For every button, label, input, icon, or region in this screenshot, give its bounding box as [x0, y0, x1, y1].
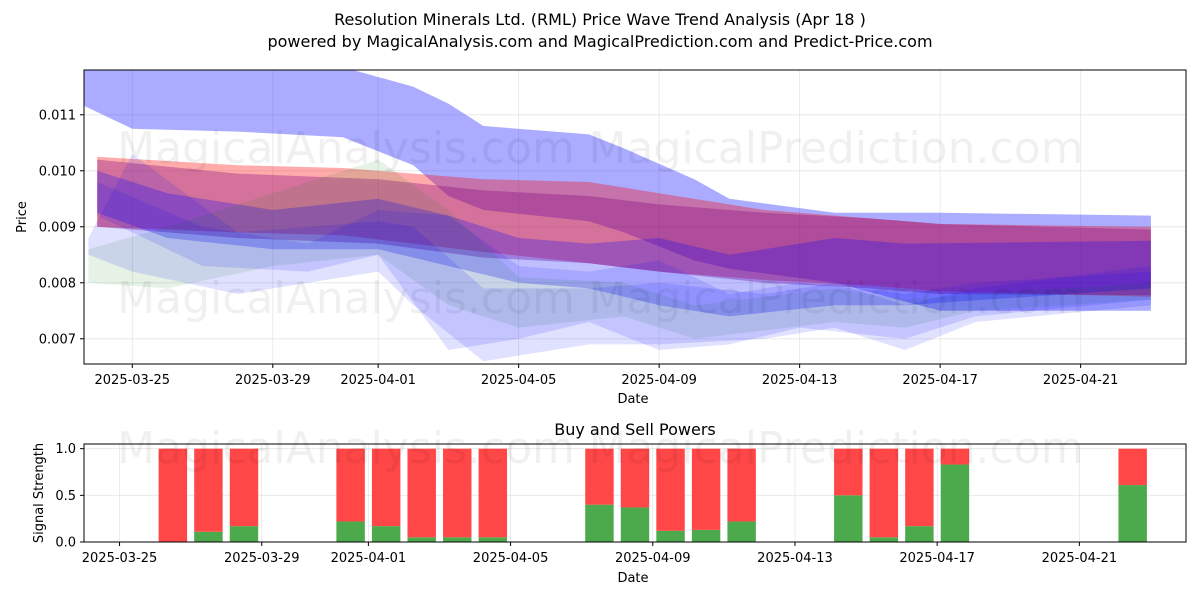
sell-bar: [478, 448, 508, 538]
price-x-tick-label: 2025-04-09: [621, 373, 697, 388]
buy-bar: [869, 537, 899, 542]
buy-bar: [834, 495, 863, 542]
price-y-tick-label: 0.007: [39, 332, 76, 347]
sell-bar: [869, 448, 899, 538]
buy-bar: [371, 526, 401, 542]
buy-bar: [585, 504, 614, 542]
price-axis-ticks: 2025-03-25 2025-03-29 2025-04-01 2025-04-05…: [39, 108, 1119, 388]
signal-x-tick-label: 2025-04-13: [757, 551, 833, 566]
buy-bar: [620, 507, 650, 542]
buy-bar: [905, 526, 934, 542]
sell-bar: [194, 448, 223, 532]
price-x-tick-label: 2025-04-13: [762, 373, 838, 388]
price-x-tick-label: 2025-04-01: [340, 373, 416, 388]
buy-bar: [940, 464, 970, 542]
figure-subtitle: powered by MagicalAnalysis.com and Magic…: [267, 32, 932, 51]
signal-x-tick-label: 2025-04-21: [1042, 551, 1118, 566]
sell-bar: [905, 448, 934, 527]
sell-bar: [656, 448, 685, 531]
sell-bar: [229, 448, 259, 527]
price-y-tick-label: 0.011: [39, 108, 76, 123]
watermark-layer: MagicalAnalysis.com MagicalPrediction.co…: [117, 123, 1083, 474]
sell-bar: [443, 448, 472, 538]
wave-band-deep-blue-wave: [97, 170, 1151, 317]
price-wave-bands: [84, 70, 1151, 362]
signal-axis-ticks: 2025-03-25 2025-03-29 2025-04-01 2025-04-05…: [55, 442, 1117, 566]
price-gridlines: [84, 70, 1186, 364]
watermark-prediction-middle: MagicalPrediction.com: [589, 273, 1084, 324]
sell-bar: [1118, 448, 1147, 486]
buy-bar: [727, 521, 756, 542]
sell-bar: [158, 448, 188, 542]
buy-bar: [194, 531, 223, 542]
signal-bars: [158, 448, 1147, 542]
signal-x-tick-label: 2025-03-29: [224, 551, 300, 566]
price-x-tick-label: 2025-04-21: [1043, 373, 1119, 388]
wave-band-red-wave: [97, 156, 1151, 297]
sell-bar: [585, 448, 614, 505]
sell-bar: [834, 448, 863, 496]
buy-bar: [656, 530, 685, 542]
buy-bar: [229, 526, 259, 542]
price-x-tick-label: 2025-04-05: [481, 373, 557, 388]
signal-x-tick-label: 2025-04-01: [331, 551, 407, 566]
figure-title: Resolution Minerals Ltd. (RML) Price Wav…: [334, 10, 866, 29]
watermark-analysis-middle: MagicalAnalysis.com: [117, 273, 575, 324]
price-y-axis-label: Price: [15, 201, 30, 233]
watermark-analysis-top: MagicalAnalysis.com: [117, 123, 575, 174]
wave-band-light-blue-wave-b: [97, 182, 1151, 350]
buy-bar: [443, 537, 472, 542]
wave-band-purple-wave: [97, 159, 1151, 296]
sell-bar: [336, 448, 365, 522]
buy-bar: [1118, 485, 1147, 542]
signal-y-tick-label: 0.0: [55, 536, 76, 551]
price-x-tick-label: 2025-03-25: [95, 373, 171, 388]
watermark-prediction-top: MagicalPrediction.com: [589, 123, 1084, 174]
sell-bar: [620, 448, 650, 508]
buy-bar: [691, 529, 721, 542]
price-x-tick-label: 2025-04-17: [902, 373, 978, 388]
sell-bar: [371, 448, 401, 527]
buy-bar: [336, 521, 365, 542]
price-x-tick-label: 2025-03-29: [235, 373, 311, 388]
signal-y-tick-label: 0.5: [55, 489, 76, 504]
signal-x-axis-label: Date: [617, 571, 648, 586]
sell-bar: [691, 448, 721, 530]
price-y-tick-label: 0.008: [39, 276, 76, 291]
sell-bar: [407, 448, 436, 538]
watermark-prediction-bottom: MagicalPrediction.com: [589, 423, 1084, 474]
signal-x-tick-label: 2025-04-09: [615, 551, 691, 566]
signal-plot-frame: [83, 443, 1187, 543]
wave-band-light-blue-wave-a: [88, 154, 1151, 362]
signal-chart-title: Buy and Sell Powers: [554, 420, 716, 439]
sell-bar: [940, 448, 970, 465]
signal-y-axis-label: Signal Strength: [32, 443, 47, 543]
price-plot-frame: [83, 69, 1187, 365]
price-y-tick-label: 0.010: [39, 164, 76, 179]
wave-band-green-wave: [88, 159, 1151, 339]
price-x-axis-label: Date: [617, 392, 648, 407]
buy-bar: [478, 537, 508, 542]
watermark-analysis-bottom: MagicalAnalysis.com: [117, 423, 575, 474]
buy-bar: [407, 537, 436, 542]
price-y-tick-label: 0.009: [39, 220, 76, 235]
signal-x-tick-label: 2025-03-25: [82, 551, 158, 566]
signal-x-tick-label: 2025-04-05: [473, 551, 549, 566]
sell-bar: [727, 448, 756, 522]
signal-x-tick-label: 2025-04-17: [899, 551, 975, 566]
signal-y-tick-label: 1.0: [55, 442, 76, 457]
wave-band-primary-blue-wave: [84, 70, 1151, 311]
